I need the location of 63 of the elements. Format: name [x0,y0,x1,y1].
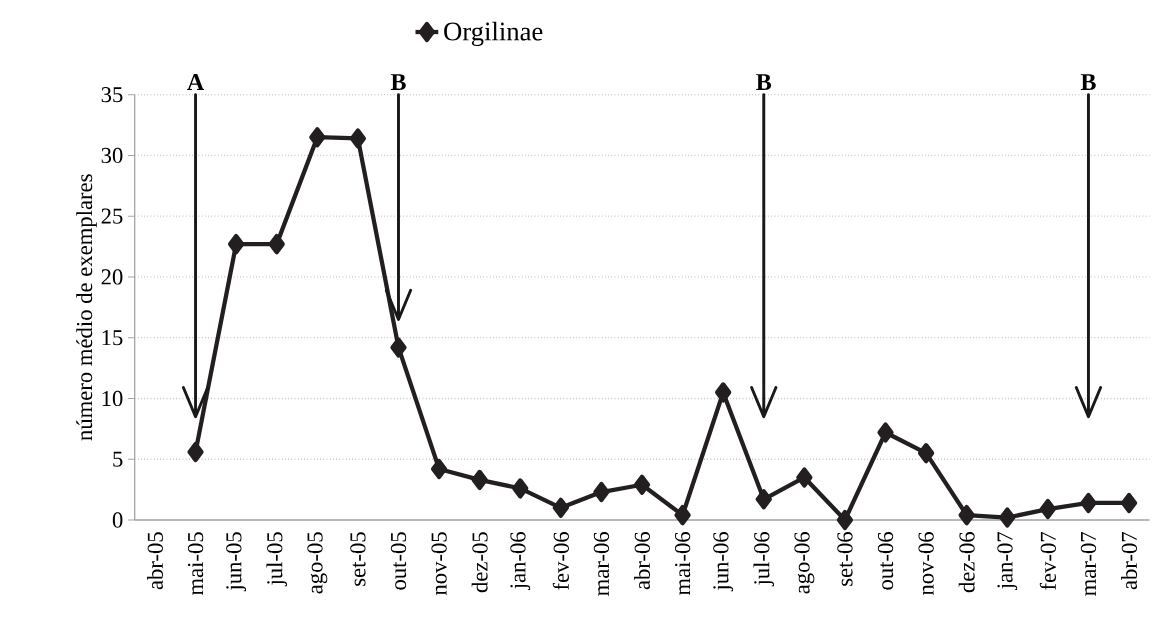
point [674,504,691,526]
x-tick-label: nov-05 [431,532,447,596]
x-tick-label: jan-06 [510,532,531,590]
point [1080,492,1097,514]
point [1120,492,1138,514]
ref-line-label: A [187,74,205,90]
x-tick-label: mai-06 [674,532,691,596]
x-tick-label: ago-05 [307,532,328,594]
x-tick-label: nov-06 [918,532,934,596]
point [999,507,1016,528]
y-tick-label: 20 [101,269,123,285]
y-tick-label: 15 [102,330,123,346]
y-tick-label: 10 [102,390,123,407]
point [796,467,813,488]
y-axis-title: número médio de exemplares [76,174,97,441]
x-tick-label: out-05 [390,532,407,590]
point [836,509,854,531]
x-tick-label: fev-06 [552,532,569,590]
x-tick-label: abr-05 [146,532,163,590]
point [593,481,610,503]
x-tick-label: jun-06 [713,532,734,592]
point [877,422,894,443]
point [552,497,569,518]
x-tick-label: abr-06 [634,532,650,590]
point [430,458,448,480]
x-tick-label: ago-06 [794,532,815,594]
x-tick-label: dez-06 [958,532,975,593]
x-tick-label: mar-07 [1080,532,1097,596]
point [755,489,772,510]
y-tick-label: 25 [101,208,123,224]
point [715,382,732,403]
y-tick-label: 30 [101,147,123,164]
point [471,469,488,491]
point [228,233,245,255]
ref-line-label: B [390,74,406,90]
x-tick-label: jun-05 [226,532,247,592]
point [349,128,367,149]
x-tick-label: jul-06 [753,532,775,587]
x-tick-label: fev-07 [1039,532,1056,590]
point [512,478,529,499]
x-tick-label: mar-06 [593,532,610,596]
x-tick-label: set-06 [837,532,853,586]
x-tick-label: set-05 [350,532,366,586]
x-tick-label: jul-05 [266,532,288,587]
ref-line-label: B [1080,74,1096,90]
point [309,127,326,148]
y-tick-label: 5 [113,451,123,467]
x-tick-label: out-06 [877,532,894,590]
point [187,441,204,463]
point [917,443,935,464]
point [1039,498,1056,520]
point [633,474,651,495]
x-tick-label: mai-05 [187,532,204,596]
point [268,233,285,255]
legend-label: Orgilinae [444,21,543,47]
y-tick-label: 35 [101,87,123,103]
point [390,337,407,358]
ref-line-label: B [756,74,772,90]
x-tick-label: dez-05 [471,532,488,593]
y-tick-label: 0 [112,512,123,528]
x-tick-label: abr-07 [1121,532,1138,590]
x-tick-label: jan-07 [997,532,1018,590]
point [958,504,975,526]
